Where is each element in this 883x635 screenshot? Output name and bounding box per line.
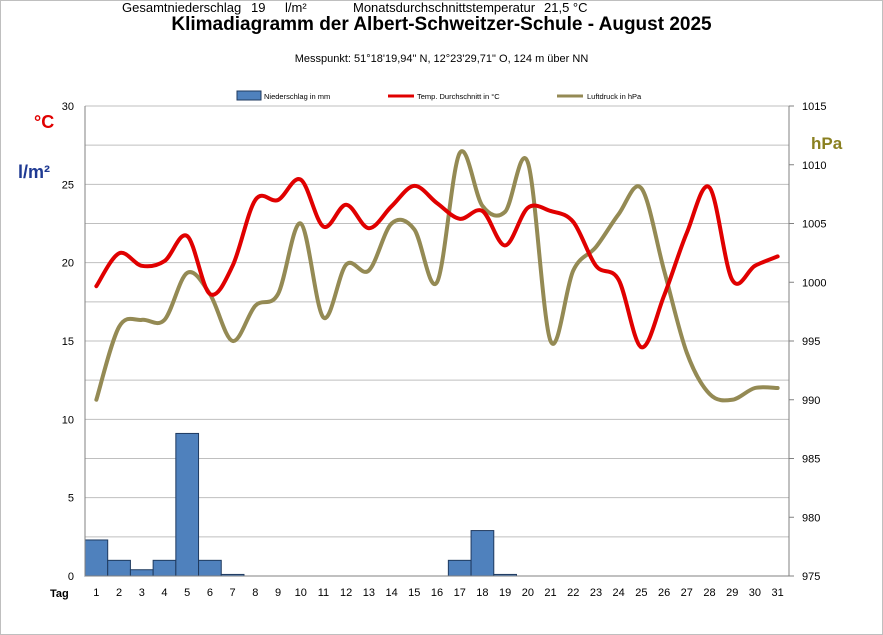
x-tick-label: 17 (454, 587, 466, 599)
precip-bar (447, 559, 472, 577)
x-tick-label: 15 (408, 587, 420, 599)
x-tick-label: 14 (385, 587, 397, 599)
x-tick-label: 20 (522, 587, 534, 599)
total-precip-label: Gesamtniederschlag (122, 0, 242, 15)
x-tick-label: 29 (726, 587, 738, 599)
pressure-unit-label: hPa (811, 134, 843, 153)
temp-unit-label: °C (34, 112, 55, 132)
left-tick-label: 30 (62, 101, 74, 113)
right-tick-label: 995 (802, 336, 820, 348)
x-tick-label: 6 (207, 587, 213, 599)
right-tick-label: 980 (802, 512, 820, 524)
temperature-line (94, 177, 780, 350)
x-tick-label: 16 (431, 587, 443, 599)
chart-subtitle: Messpunkt: 51°18'19,94" N, 12°23'29,71" … (294, 53, 589, 65)
x-tick-label: 19 (499, 587, 511, 599)
total-precip-unit: l/m² (285, 0, 307, 15)
x-tick-label: 21 (544, 587, 556, 599)
pressure-line (94, 149, 780, 403)
precip-unit-label: l/m² (18, 162, 51, 182)
left-tick-label: 5 (68, 493, 74, 505)
x-tick-label: 27 (681, 587, 693, 599)
x-tick-label: 28 (703, 587, 715, 599)
x-tick-label: 30 (749, 587, 761, 599)
avg-temp-value: 21,5 °C (544, 0, 588, 15)
x-tick-label: 23 (590, 587, 602, 599)
x-tick-label: 7 (230, 587, 236, 599)
x-tick-label: 11 (318, 587, 329, 599)
chart-footer: Gesamtniederschlag 19 l/m² Monatsdurchsc… (0, 0, 883, 20)
x-axis-label: Tag (50, 588, 69, 600)
precip-bar (84, 539, 109, 577)
x-tick-label: 9 (275, 587, 281, 599)
x-tick-label: 1 (93, 587, 99, 599)
right-tick-label: 1015 (802, 101, 826, 113)
left-tick-label: 10 (62, 414, 74, 426)
left-tick-label: 15 (62, 336, 74, 348)
left-tick-label: 20 (62, 258, 74, 270)
x-tick-label: 24 (613, 587, 625, 599)
precip-bar (152, 559, 177, 577)
precip-bar (129, 569, 154, 577)
precip-bar (470, 530, 495, 577)
precip-bar (198, 559, 222, 577)
legend-precip-swatch (236, 90, 262, 101)
right-tick-label: 1000 (802, 277, 826, 289)
x-tick-label: 12 (340, 587, 352, 599)
legend-temp-label: Temp. Durchschnitt in °C (417, 92, 500, 101)
x-tick-label: 2 (116, 587, 122, 599)
x-tick-label: 5 (184, 587, 190, 599)
x-tick-label: 8 (252, 587, 258, 599)
avg-temp-label: Monatsdurchschnittstemperatur (353, 0, 536, 15)
x-tick-label: 4 (161, 587, 167, 599)
right-tick-label: 1005 (802, 219, 826, 231)
right-tick-label: 990 (802, 395, 820, 407)
x-tick-label: 31 (772, 587, 784, 599)
legend-pressure-label: Luftdruck in hPa (587, 92, 642, 101)
x-tick-label: 22 (567, 587, 579, 599)
x-tick-label: 13 (363, 587, 375, 599)
chart-title: Klimadiagramm der Albert-Schweitzer-Schu… (171, 14, 712, 35)
right-tick-label: 1010 (802, 160, 826, 172)
x-tick-label: 10 (295, 587, 307, 599)
left-tick-label: 0 (68, 571, 74, 583)
total-precip-value: 19 (251, 0, 266, 15)
x-tick-label: 3 (139, 587, 145, 599)
x-tick-label: 26 (658, 587, 670, 599)
right-tick-label: 975 (802, 571, 820, 583)
x-tick-label: 25 (635, 587, 647, 599)
precip-bar (175, 432, 200, 577)
right-tick-label: 985 (802, 454, 820, 466)
x-tick-label: 18 (476, 587, 488, 599)
left-tick-label: 25 (62, 179, 74, 191)
legend-precip-label: Niederschlag in mm (264, 92, 330, 101)
precip-bar (107, 559, 131, 577)
